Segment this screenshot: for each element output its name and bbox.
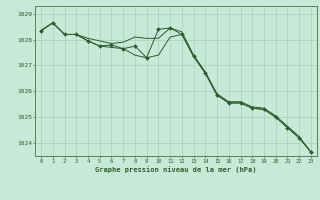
X-axis label: Graphe pression niveau de la mer (hPa): Graphe pression niveau de la mer (hPa) [95,167,257,173]
